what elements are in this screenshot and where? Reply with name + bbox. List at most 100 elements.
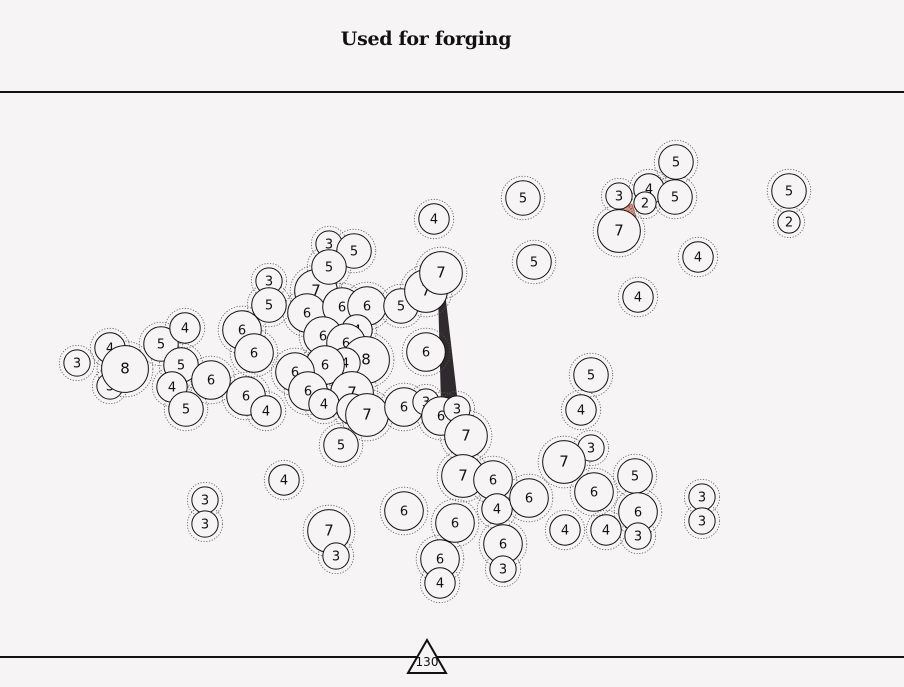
count-marker-label: 130 bbox=[416, 655, 439, 669]
node-circle bbox=[406, 332, 446, 372]
node-value-label: 7 bbox=[362, 406, 372, 424]
node-value-label: 8 bbox=[361, 351, 371, 369]
node-value-label: 7 bbox=[324, 522, 334, 540]
node-halo bbox=[568, 352, 614, 398]
node: 5 bbox=[323, 427, 359, 463]
node-value-label: 6 bbox=[321, 359, 329, 374]
node-circle bbox=[418, 203, 450, 235]
node: 7 bbox=[444, 414, 488, 458]
node: 3 bbox=[489, 555, 517, 583]
node-circle bbox=[336, 233, 372, 269]
node-value-label: 4 bbox=[280, 474, 288, 489]
node: 5 bbox=[336, 233, 372, 269]
node-value-label: 5 bbox=[397, 300, 405, 315]
node-value-label: 6 bbox=[291, 366, 299, 381]
node: 5 bbox=[658, 144, 694, 180]
node-circle bbox=[323, 427, 359, 463]
node-value-label: 4 bbox=[602, 524, 610, 539]
node-value-label: 8 bbox=[120, 360, 130, 378]
node-circle bbox=[658, 144, 694, 180]
node-circle bbox=[435, 503, 475, 543]
node-value-label: 4 bbox=[694, 251, 702, 266]
node: 6 bbox=[191, 360, 231, 400]
node-value-label: 5 bbox=[337, 439, 345, 454]
node-value-label: 4 bbox=[320, 398, 328, 413]
node-circle bbox=[63, 349, 91, 377]
node-value-label: 6 bbox=[238, 324, 246, 339]
node: 6 bbox=[234, 333, 274, 373]
node: 5 bbox=[573, 357, 609, 393]
node-value-label: 5 bbox=[350, 245, 358, 260]
node: 8 bbox=[101, 345, 149, 393]
node-value-label: 7 bbox=[458, 467, 468, 485]
node-value-label: 4 bbox=[634, 291, 642, 306]
node-halo bbox=[379, 486, 429, 536]
node-value-label: 6 bbox=[250, 347, 258, 362]
node-value-label: 3 bbox=[201, 494, 209, 509]
node-circle bbox=[597, 209, 641, 253]
node-value-label: 6 bbox=[400, 401, 408, 416]
node-halo bbox=[617, 276, 659, 318]
node-halo bbox=[151, 366, 193, 408]
node-halo bbox=[569, 467, 619, 517]
node-circle bbox=[633, 191, 657, 215]
node-circle bbox=[191, 360, 231, 400]
node-halo bbox=[229, 328, 279, 378]
node-value-label: 5 bbox=[631, 470, 639, 485]
node: 4 bbox=[169, 312, 201, 344]
node: 3 bbox=[624, 522, 652, 550]
node-value-label: 2 bbox=[785, 216, 793, 231]
node-value-label: 6 bbox=[590, 486, 598, 501]
node-halo bbox=[511, 239, 557, 285]
node-halo bbox=[138, 321, 184, 367]
node-halo bbox=[504, 473, 554, 523]
node-circle bbox=[549, 514, 581, 546]
node-circle bbox=[234, 333, 274, 373]
node-circle bbox=[169, 312, 201, 344]
node-value-label: 6 bbox=[499, 538, 507, 553]
node-value-label: 6 bbox=[400, 505, 408, 520]
node: 3 bbox=[688, 483, 716, 511]
node-circle bbox=[509, 478, 549, 518]
node: 7 bbox=[307, 509, 351, 553]
node-circle bbox=[688, 507, 716, 535]
node-halo bbox=[413, 198, 455, 240]
node-circle bbox=[574, 472, 614, 512]
node-halo bbox=[537, 435, 591, 489]
node: 3 bbox=[255, 267, 283, 295]
node-circle bbox=[565, 394, 597, 426]
node-circle bbox=[101, 345, 149, 393]
node-value-label: 5 bbox=[519, 192, 527, 207]
node-halo bbox=[500, 175, 546, 221]
node-halo bbox=[263, 459, 305, 501]
node-value-label: 6 bbox=[451, 517, 459, 532]
node-value-label: 7 bbox=[311, 282, 321, 300]
node-value-label: 4 bbox=[430, 213, 438, 228]
node-value-label: 7 bbox=[461, 427, 471, 445]
node: 4 bbox=[549, 514, 581, 546]
node-circle bbox=[311, 249, 347, 285]
node-value-label: 3 bbox=[332, 550, 340, 565]
connector-link bbox=[438, 292, 458, 404]
node: 6 bbox=[509, 478, 549, 518]
node-value-label: 4 bbox=[262, 405, 270, 420]
node-value-label: 6 bbox=[634, 506, 642, 521]
node-halo bbox=[585, 509, 627, 551]
node-value-label: 4 bbox=[493, 503, 501, 518]
node-value-label: 6 bbox=[436, 553, 444, 568]
node: 4 bbox=[250, 395, 282, 427]
node-circle bbox=[191, 510, 219, 538]
node-value-label: 4 bbox=[341, 357, 349, 372]
node: 7 bbox=[345, 393, 389, 437]
node-value-label: 6 bbox=[319, 330, 327, 345]
node-halo bbox=[560, 389, 602, 431]
node-halo bbox=[186, 481, 224, 519]
node-value-label: 4 bbox=[561, 524, 569, 539]
node-circle bbox=[657, 179, 693, 215]
node-value-label: 5 bbox=[265, 299, 273, 314]
node-value-label: 3 bbox=[634, 530, 642, 545]
node: 5 bbox=[657, 179, 693, 215]
node: 3 bbox=[63, 349, 91, 377]
node-halo bbox=[250, 262, 288, 300]
